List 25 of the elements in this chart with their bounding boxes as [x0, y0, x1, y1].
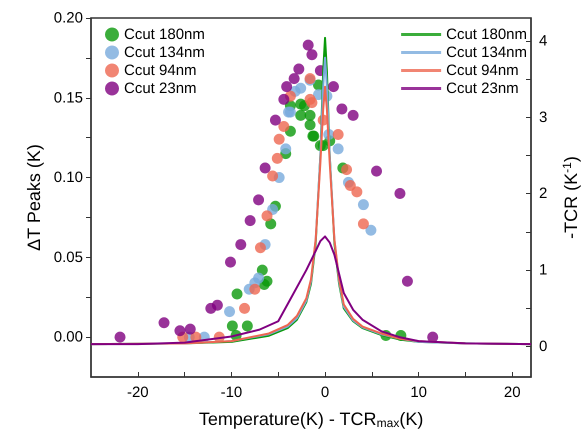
- x-tick-label: 10: [410, 384, 428, 401]
- legend-label: Ccut 23nm: [446, 80, 519, 97]
- y-tick-label: 0.15: [54, 89, 83, 106]
- x-tick-label: 0: [320, 384, 330, 401]
- legend-label: Ccut 23nm: [124, 80, 197, 97]
- y-tick-label: 0.05: [54, 248, 83, 266]
- y2-tick-label: 3: [539, 108, 548, 126]
- y2-axis-title: -TCR (K-1): [560, 156, 581, 239]
- legend-label: Ccut 134nm: [124, 44, 205, 61]
- x-tick-label: 20: [504, 384, 521, 401]
- x-tick-label: -20: [126, 384, 149, 401]
- y-tick-label: 0.10: [54, 169, 83, 186]
- y2-tick-label: 1: [539, 262, 548, 279]
- y2-tick-label: 2: [539, 185, 548, 202]
- legend-label: Ccut 94nm: [446, 62, 519, 79]
- y-tick-label: 0.00: [54, 328, 83, 346]
- legend-label: Ccut 134nm: [446, 44, 527, 61]
- legend-label: Ccut 94nm: [124, 62, 197, 79]
- y-axis-title: ΔT Peaks (K): [24, 144, 44, 251]
- legend-label: Ccut 180nm: [124, 26, 205, 43]
- x-tick-label: -10: [220, 384, 242, 401]
- y2-tick-label: 0: [539, 338, 548, 355]
- y-tick-label: 0.20: [54, 10, 83, 26]
- legend-label: Ccut 180nm: [446, 26, 527, 43]
- y2-tick-label: 4: [539, 32, 548, 50]
